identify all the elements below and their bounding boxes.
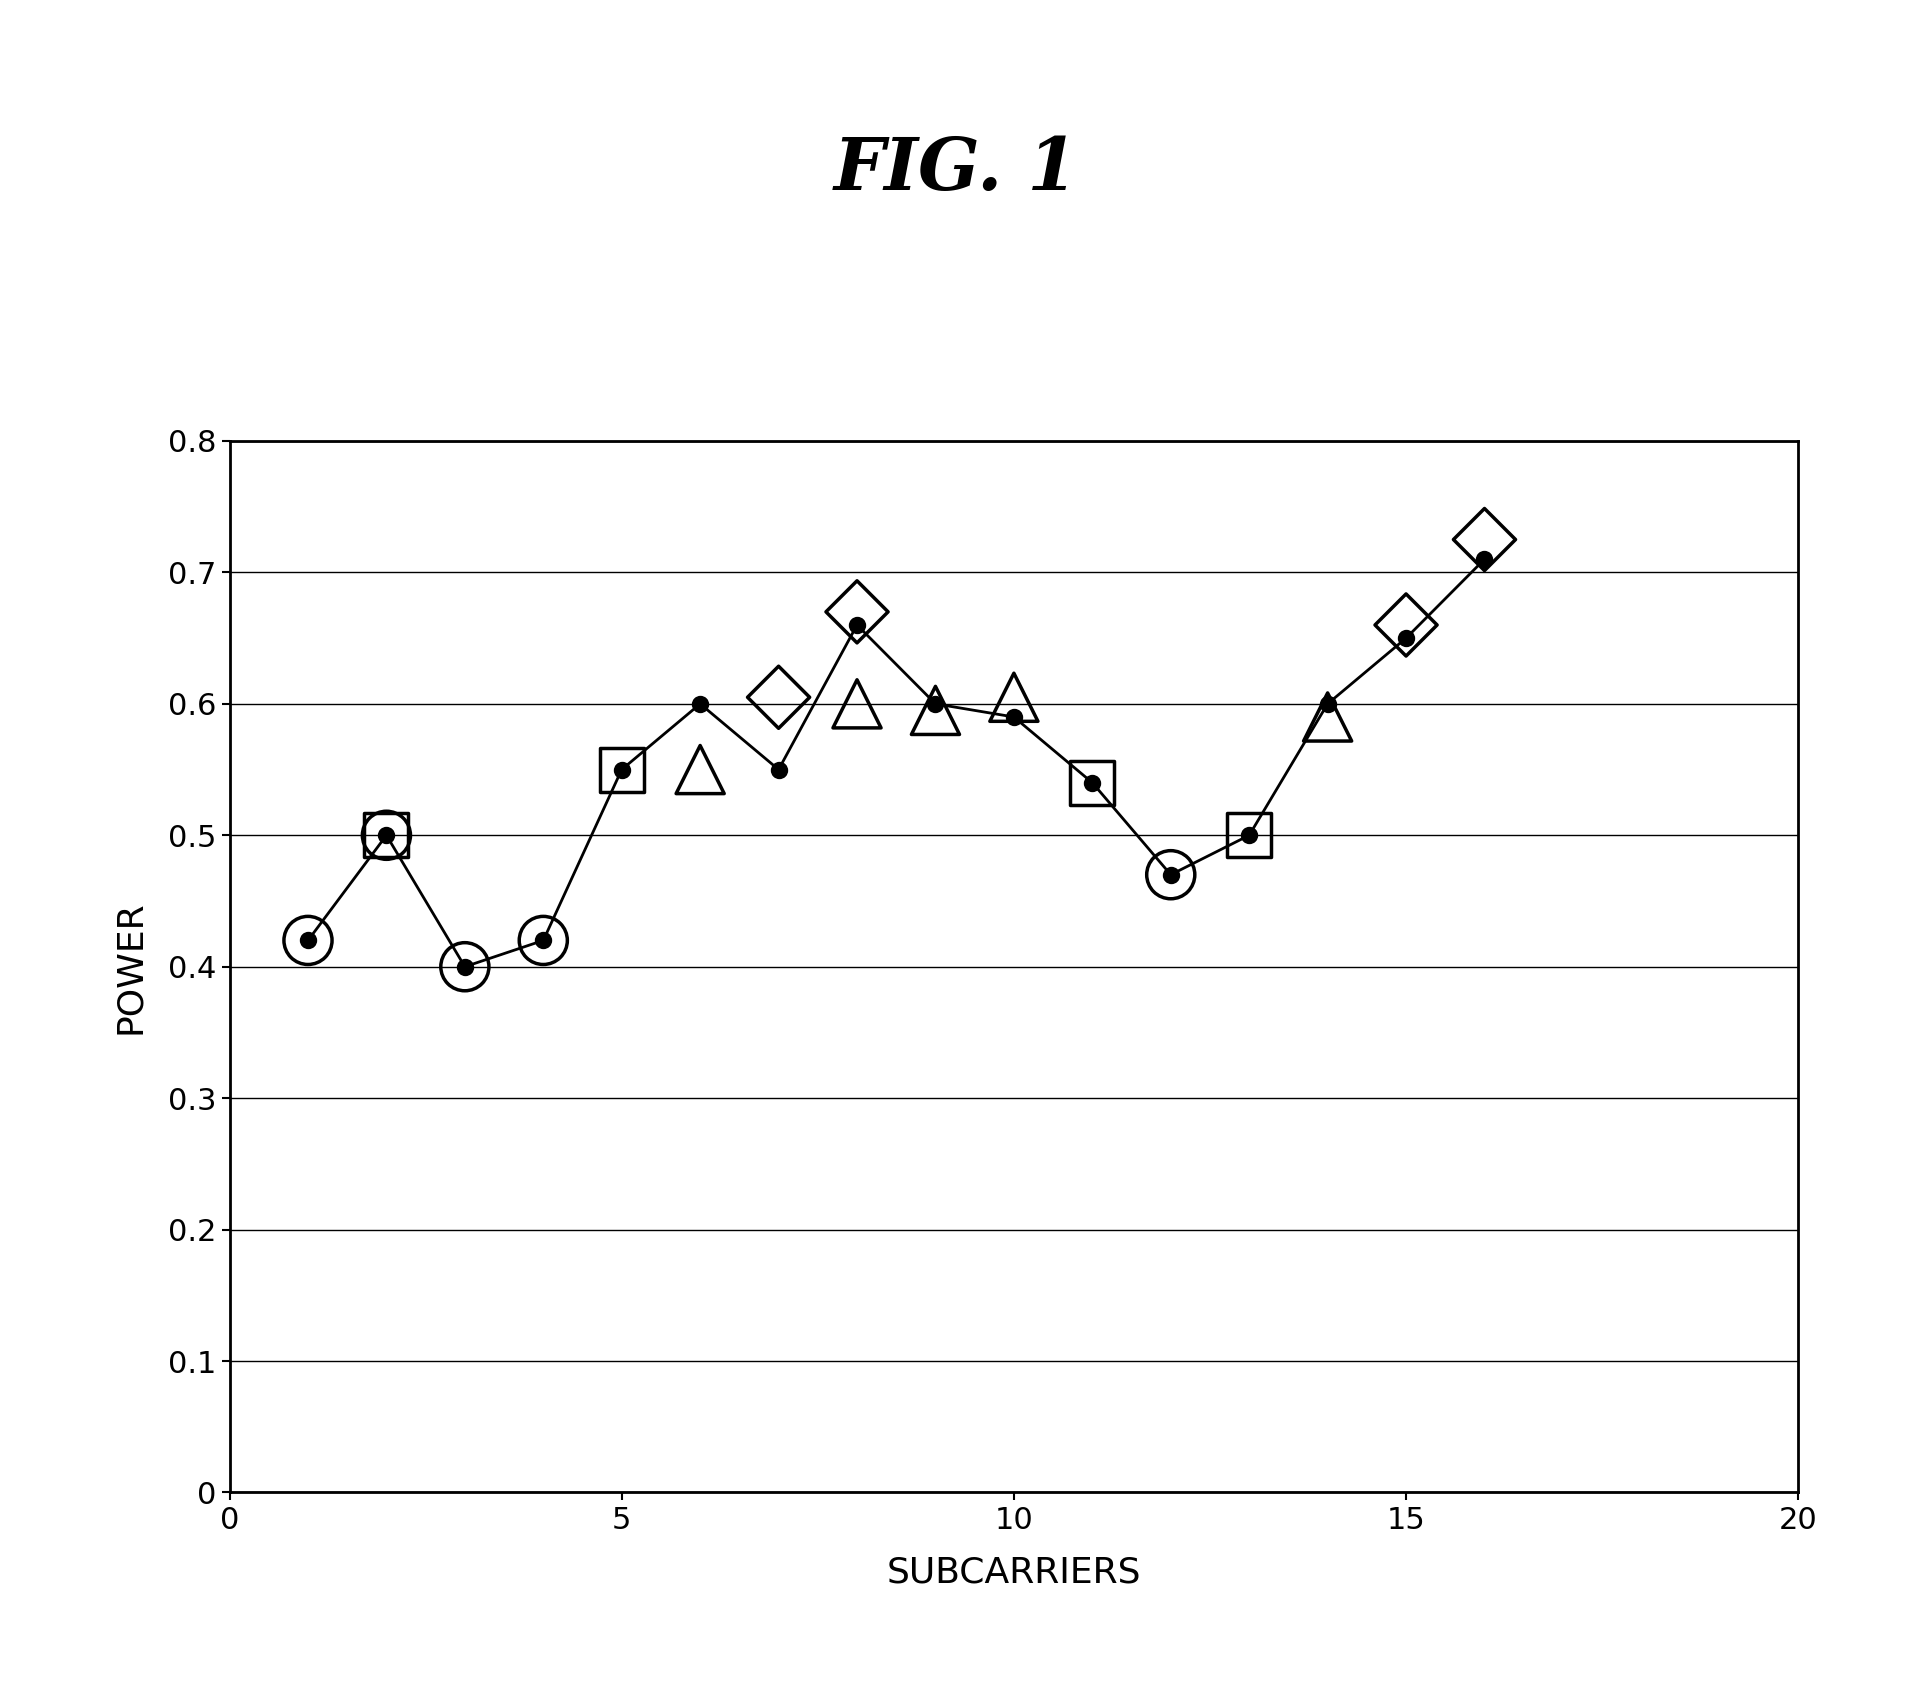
Point [999, 683, 1029, 711]
Point [1469, 526, 1500, 553]
Y-axis label: POWER: POWER [113, 901, 147, 1033]
X-axis label: SUBCARRIERS: SUBCARRIERS [886, 1555, 1142, 1589]
Point [528, 926, 559, 953]
Point [1312, 704, 1343, 731]
Point [1391, 611, 1421, 638]
Point [842, 599, 872, 626]
Point [920, 697, 951, 724]
Point [450, 953, 480, 980]
Point [763, 683, 794, 711]
Point [1155, 862, 1186, 889]
Point [606, 756, 637, 784]
Text: FIG. 1: FIG. 1 [834, 134, 1079, 205]
Point [842, 690, 872, 717]
Point [293, 926, 323, 953]
Point [1234, 823, 1264, 850]
Point [1077, 770, 1108, 797]
Point [371, 823, 402, 850]
Point [685, 756, 715, 784]
Point [371, 823, 402, 850]
